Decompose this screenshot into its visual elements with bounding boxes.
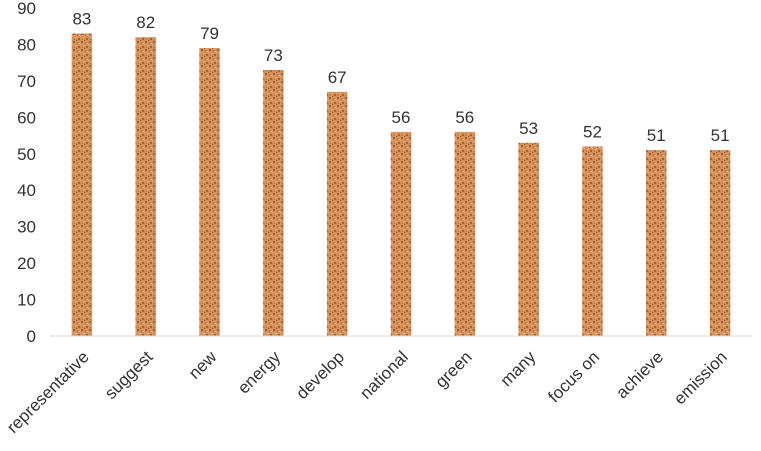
data-label: 73 <box>264 46 283 65</box>
y-tick-label: 60 <box>17 108 36 127</box>
y-axis: 0 10 20 30 40 50 60 70 80 90 <box>17 0 36 346</box>
y-tick-label: 10 <box>17 291 36 310</box>
x-tick-label: new <box>185 347 221 383</box>
data-label: 51 <box>711 126 730 145</box>
bar-representative <box>71 33 93 336</box>
y-tick-label: 30 <box>17 218 36 237</box>
x-tick-label: achieve <box>612 347 667 402</box>
y-tick-label: 70 <box>17 72 36 91</box>
bar-national <box>390 131 412 336</box>
bar-energy <box>263 69 284 337</box>
x-tick-label: representative <box>3 347 93 437</box>
y-tick-label: 20 <box>17 254 36 273</box>
bar-many <box>518 142 539 336</box>
data-label: 82 <box>136 13 155 32</box>
data-label: 67 <box>328 68 347 87</box>
bar-emission <box>709 150 731 336</box>
data-label: 53 <box>519 119 538 138</box>
data-label: 51 <box>647 126 666 145</box>
x-tick-label: many <box>497 347 540 390</box>
bar-achieve <box>646 150 667 336</box>
x-axis: representative suggest new energy develop nat… <box>3 335 752 437</box>
y-tick-label: 50 <box>17 145 36 164</box>
data-label: 83 <box>72 10 91 29</box>
x-tick-label: national <box>356 347 412 403</box>
y-tick-label: 80 <box>17 35 36 54</box>
data-label: 56 <box>455 108 474 127</box>
bar-green <box>454 131 476 336</box>
data-label: 79 <box>200 24 219 43</box>
data-label: 52 <box>583 122 602 141</box>
bar-suggest <box>135 37 156 336</box>
data-label: 56 <box>392 108 411 127</box>
x-tick-label: green <box>431 347 475 391</box>
bar-develop <box>326 91 348 336</box>
bar-new <box>199 48 220 337</box>
x-tick-label: develop <box>292 347 348 403</box>
x-tick-label: emission <box>670 347 731 408</box>
x-tick-label: focus on <box>544 347 603 406</box>
y-tick-label: 40 <box>17 181 36 200</box>
data-labels: 83 82 79 73 67 56 56 53 52 51 51 <box>72 10 729 146</box>
bars <box>71 33 731 337</box>
bar-focus-on <box>582 146 603 336</box>
y-tick-label: 90 <box>17 0 36 18</box>
x-tick-label: suggest <box>101 347 157 403</box>
x-tick-label: energy <box>234 347 285 398</box>
y-tick-label: 0 <box>27 327 36 346</box>
